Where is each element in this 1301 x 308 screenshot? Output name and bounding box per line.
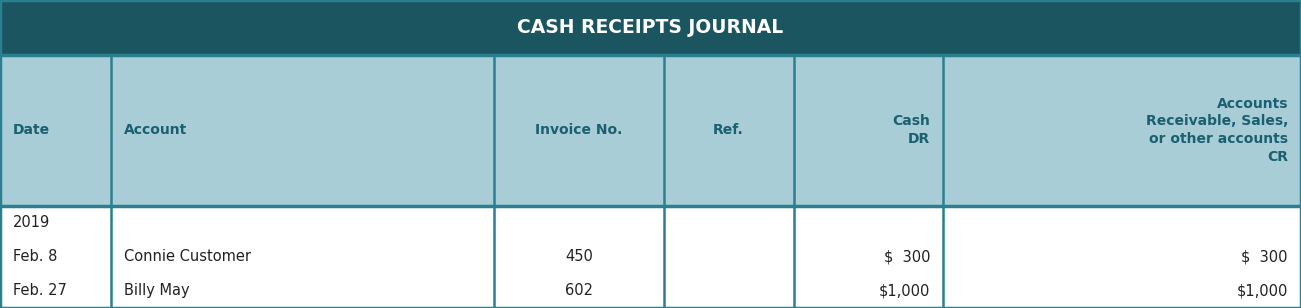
Text: $1,000: $1,000 (1237, 283, 1288, 298)
Bar (0, 55, 1301, 206)
Text: Date: Date (13, 123, 51, 137)
Text: 2019: 2019 (13, 215, 51, 230)
Bar (0, 0, 1301, 55)
Text: 602: 602 (565, 283, 593, 298)
Bar (0, 206, 1301, 308)
Text: $  300: $ 300 (883, 249, 930, 264)
Text: Feb. 8: Feb. 8 (13, 249, 57, 264)
Text: Account: Account (124, 123, 187, 137)
Text: Cash
DR: Cash DR (892, 114, 930, 146)
Text: Connie Customer: Connie Customer (124, 249, 251, 264)
Text: 450: 450 (565, 249, 593, 264)
Text: Ref.: Ref. (713, 123, 744, 137)
Text: CASH RECEIPTS JOURNAL: CASH RECEIPTS JOURNAL (518, 18, 783, 37)
Text: $  300: $ 300 (1241, 249, 1288, 264)
Text: Accounts
Receivable, Sales,
or other accounts
CR: Accounts Receivable, Sales, or other acc… (1146, 96, 1288, 164)
Text: Feb. 27: Feb. 27 (13, 283, 66, 298)
Text: Invoice No.: Invoice No. (535, 123, 623, 137)
Text: $1,000: $1,000 (879, 283, 930, 298)
Text: Billy May: Billy May (124, 283, 189, 298)
